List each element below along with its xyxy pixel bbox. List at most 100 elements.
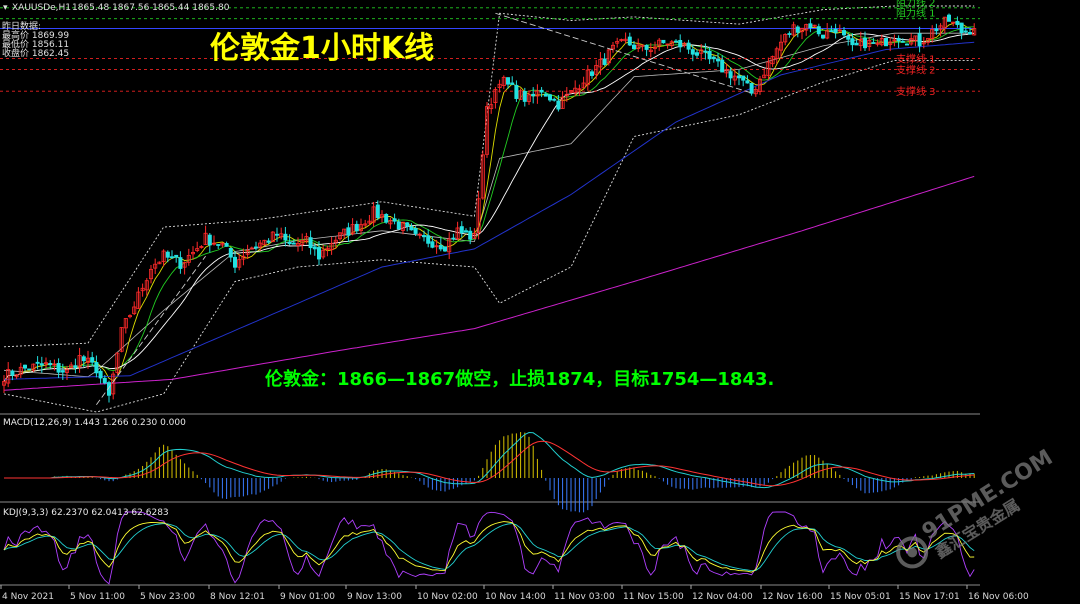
candle-body — [447, 238, 452, 253]
candle-body — [2, 381, 7, 386]
candle-body — [871, 42, 876, 44]
candle-body — [396, 221, 401, 230]
candle-body — [930, 28, 935, 39]
kdj-label: KDJ(9,3,3) 62.2370 62.0413 62.6283 — [3, 508, 169, 518]
candle-body — [644, 44, 649, 50]
candle-body — [968, 32, 973, 35]
candle-body — [825, 30, 830, 39]
candle-body — [833, 28, 838, 34]
candle-body — [900, 40, 905, 43]
candle-body — [913, 35, 918, 42]
candle-body — [300, 239, 305, 245]
candle-body — [417, 233, 422, 236]
candle-body — [921, 42, 926, 45]
candle-body — [850, 38, 855, 46]
boll-upper-band — [3, 5, 975, 348]
chart-title: 伦敦金1小时K线 — [210, 31, 434, 66]
candle-body — [505, 77, 510, 85]
candle-body — [203, 232, 208, 245]
candle-body — [661, 39, 666, 44]
candle-body — [879, 38, 884, 46]
candle-body — [758, 78, 763, 92]
candle-body — [829, 30, 834, 33]
candle-body — [174, 254, 179, 258]
candle-body — [795, 26, 800, 33]
prev-data-label: 昨日数据: — [2, 20, 41, 32]
bollinger-bands — [3, 5, 975, 413]
candlesticks — [2, 13, 977, 403]
watermark-logo-icon — [896, 536, 929, 569]
level-label-3: 支撑线 2 — [896, 63, 936, 76]
candle-body — [724, 69, 729, 74]
candle-body — [190, 251, 195, 255]
candle-body — [379, 214, 384, 218]
candle-body — [442, 246, 447, 252]
candle-body — [732, 75, 737, 81]
candle-body — [430, 241, 435, 248]
candle-body — [65, 369, 70, 373]
candle-body — [400, 221, 405, 231]
x-tick-label: 9 Nov 01:00 — [280, 592, 335, 602]
candle-body — [737, 75, 742, 79]
candle-body — [312, 246, 317, 250]
x-tick-label: 10 Nov 02:00 — [417, 592, 478, 602]
candle-body — [821, 34, 826, 39]
candle-body — [527, 94, 532, 102]
x-tick-label: 4 Nov 2021 — [2, 592, 54, 602]
candle-body — [955, 20, 960, 25]
candle-body — [674, 40, 679, 43]
candle-body — [598, 59, 603, 68]
boll-lower-band — [3, 59, 975, 413]
candle-body — [476, 198, 481, 234]
candle-body — [94, 362, 99, 374]
candle-body — [690, 49, 695, 55]
candle-body — [413, 227, 418, 234]
candle-body — [590, 71, 595, 76]
ma-mid-line — [3, 26, 975, 382]
candle-body — [316, 247, 321, 260]
candle-body — [459, 226, 464, 234]
candle-body — [224, 243, 229, 247]
candle-body — [321, 249, 326, 258]
candle-body — [102, 377, 107, 384]
candle-body — [211, 242, 216, 245]
moving-averages — [3, 21, 975, 391]
x-tick-label: 9 Nov 13:00 — [347, 592, 402, 602]
candle-body — [6, 369, 11, 384]
candle-body — [665, 43, 670, 46]
candle-body — [195, 248, 200, 252]
candle-body — [926, 38, 931, 43]
candle-body — [426, 235, 431, 244]
candle-body — [892, 39, 897, 42]
candle-body — [182, 261, 187, 268]
candle-body — [73, 365, 78, 369]
candle-body — [123, 318, 128, 329]
candle-body — [468, 230, 473, 240]
candle-body — [77, 355, 82, 367]
candle-body — [640, 44, 645, 47]
candle-body — [375, 204, 380, 219]
candle-body — [295, 242, 300, 246]
candle-body — [573, 87, 578, 93]
x-tick-label: 11 Nov 15:00 — [623, 592, 684, 602]
candle-body — [539, 89, 544, 93]
candle-body — [337, 232, 342, 240]
candle-body — [594, 65, 599, 75]
ma-slow-line — [3, 41, 975, 380]
prev-low: 最低价 1856.11 — [2, 38, 69, 50]
candle-body — [951, 21, 956, 24]
watermark-logo-dot — [907, 547, 918, 558]
candle-body — [115, 352, 120, 373]
candle-body — [329, 243, 334, 251]
candle-body — [846, 36, 851, 40]
candle-body — [107, 382, 112, 396]
candle-body — [762, 74, 767, 79]
candle-body — [909, 38, 914, 45]
candle-body — [39, 363, 44, 366]
level-label-4: 支撑线 3 — [896, 85, 936, 98]
x-tick-label: 15 Nov 17:01 — [899, 592, 960, 602]
candle-body — [333, 239, 338, 243]
candle-body — [262, 239, 267, 246]
candle-body — [283, 233, 288, 241]
